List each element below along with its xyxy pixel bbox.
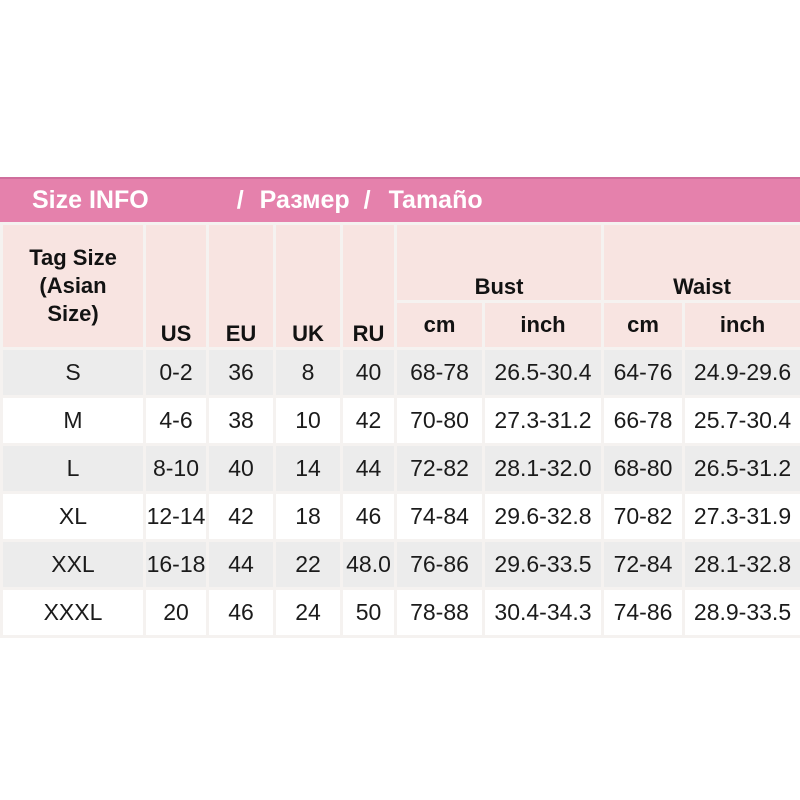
cell-us: 20: [143, 587, 209, 638]
cell-uk: 22: [273, 539, 343, 590]
cell-ru: 42: [340, 395, 397, 446]
header-eu: EU: [206, 222, 276, 350]
cell-bust-cm: 78-88: [394, 587, 485, 638]
header-waist-cm: cm: [601, 300, 686, 350]
table-row-l: L 8-10 40 14 44 72-82 28.1-32.0 68-80 26…: [0, 443, 800, 494]
cell-waist-cm: 70-82: [601, 491, 686, 542]
header-us: US: [143, 222, 209, 350]
table-row-xxl: XXL 16-18 44 22 48.0 76-86 29.6-33.5 72-…: [0, 539, 800, 590]
cell-tag: L: [0, 443, 146, 494]
cell-tag: XXXL: [0, 587, 146, 638]
cell-us: 4-6: [143, 395, 209, 446]
header-group-row: Tag Size (Asian Size) US EU UK RU Bust W…: [0, 222, 800, 350]
cell-ru: 48.0: [340, 539, 397, 590]
cell-bust-inch: 28.1-32.0: [481, 443, 605, 494]
cell-uk: 10: [273, 395, 343, 446]
table-row-xxxl: XXXL 20 46 24 50 78-88 30.4-34.3 74-86 2…: [0, 587, 800, 638]
cell-bust-cm: 72-82: [394, 443, 485, 494]
cell-waist-cm: 68-80: [601, 443, 686, 494]
header-uk: UK: [273, 222, 343, 350]
size-info-title-bar: Size INFO / Размер / Tamaño: [0, 177, 800, 222]
header-units-row: cm inch cm inch: [2, 300, 800, 350]
cell-us: 12-14: [143, 491, 209, 542]
cell-ru: 50: [340, 587, 397, 638]
cell-waist-cm: 66-78: [601, 395, 686, 446]
cell-uk: 24: [273, 587, 343, 638]
header-bust: Bust: [393, 222, 605, 303]
cell-bust-cm: 68-78: [394, 347, 485, 398]
cell-waist-cm: 72-84: [601, 539, 686, 590]
header-ru: RU: [340, 222, 397, 350]
cell-waist-inch: 26.5-31.2: [682, 443, 800, 494]
cell-bust-cm: 76-86: [394, 539, 485, 590]
cell-waist-inch: 27.3-31.9: [682, 491, 800, 542]
cell-waist-inch: 25.7-30.4: [682, 395, 800, 446]
cell-ru: 40: [340, 347, 397, 398]
cell-tag: S: [0, 347, 146, 398]
header-waist-inch: inch: [682, 300, 800, 350]
cell-waist-inch: 28.1-32.8: [682, 539, 800, 590]
header-tag-size-line1: Tag Size: [29, 245, 117, 270]
title-razmer: Размер: [259, 186, 350, 214]
cell-tag: M: [0, 395, 146, 446]
cell-waist-cm: 74-86: [601, 587, 686, 638]
cell-bust-inch: 26.5-30.4: [481, 347, 605, 398]
title-separator: /: [236, 186, 244, 214]
header-bust-cm: cm: [394, 300, 485, 350]
cell-eu: 36: [206, 347, 276, 398]
cell-bust-inch: 30.4-34.3: [481, 587, 605, 638]
cell-eu: 44: [206, 539, 276, 590]
header-tag-size-line2: (Asian: [39, 273, 107, 298]
cell-uk: 18: [273, 491, 343, 542]
cell-uk: 14: [273, 443, 343, 494]
cell-waist-inch: 24.9-29.6: [682, 347, 800, 398]
cell-us: 16-18: [143, 539, 209, 590]
cell-bust-inch: 29.6-32.8: [481, 491, 605, 542]
cell-bust-cm: 74-84: [394, 491, 485, 542]
cell-bust-inch: 29.6-33.5: [481, 539, 605, 590]
header-tag-size: Tag Size (Asian Size): [0, 222, 146, 350]
cell-bust-inch: 27.3-31.2: [481, 395, 605, 446]
title-tamano: Tamaño: [388, 186, 483, 214]
cell-ru: 46: [340, 491, 397, 542]
cell-us: 8-10: [143, 443, 209, 494]
cell-eu: 42: [206, 491, 276, 542]
size-chart-table: Tag Size (Asian Size) US EU UK RU Bust W…: [0, 222, 800, 638]
cell-eu: 40: [206, 443, 276, 494]
cell-us: 0-2: [143, 347, 209, 398]
cell-waist-cm: 64-76: [601, 347, 686, 398]
title-separator: /: [363, 186, 371, 214]
header-tag-size-line3: Size): [47, 301, 99, 326]
table-row-m: M 4-6 38 10 42 70-80 27.3-31.2 66-78 25.…: [0, 395, 800, 446]
cell-eu: 38: [206, 395, 276, 446]
table-row-xl: XL 12-14 42 18 46 74-84 29.6-32.8 70-82 …: [0, 491, 800, 542]
cell-uk: 8: [273, 347, 343, 398]
cell-eu: 46: [206, 587, 276, 638]
cell-bust-cm: 70-80: [394, 395, 485, 446]
header-waist: Waist: [601, 222, 800, 303]
cell-tag: XL: [0, 491, 146, 542]
cell-tag: XXL: [0, 539, 146, 590]
table-row-s: S 0-2 36 8 40 68-78 26.5-30.4 64-76 24.9…: [0, 347, 800, 398]
header-bust-inch: inch: [481, 300, 605, 350]
title-size-info: Size INFO: [32, 186, 149, 214]
cell-waist-inch: 28.9-33.5: [682, 587, 800, 638]
cell-ru: 44: [340, 443, 397, 494]
